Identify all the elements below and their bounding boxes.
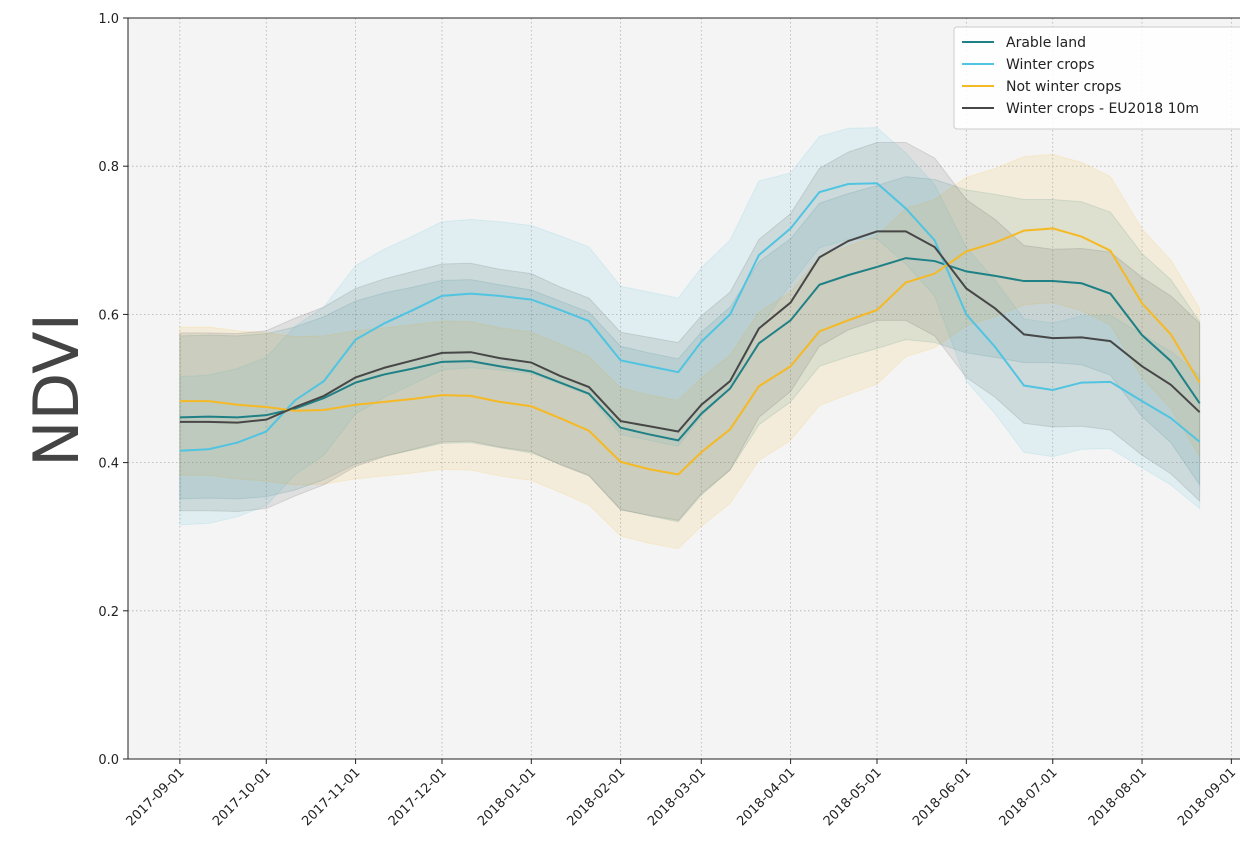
legend-box [953, 26, 1240, 130]
line [179, 182, 1201, 452]
x-tick-label: 2017-12-01 [386, 765, 450, 829]
y-tick-label: 0.0 [98, 753, 119, 768]
y-tick-label: 0.2 [98, 605, 119, 620]
x-tick-label: 2018-02-01 [564, 765, 628, 829]
legend-label: Not winter crops [1006, 79, 1121, 95]
legend-label: Arable land [1006, 35, 1086, 51]
x-tick-label: 2018-09-01 [1175, 765, 1239, 829]
legend: Arable land Winter crops Not winter crops W… [953, 26, 1240, 130]
x-tick-label: 2017-11-01 [299, 765, 363, 829]
band [179, 141, 1201, 521]
x-tick-label: 2018-06-01 [910, 765, 974, 829]
x-tick-label: 2018-07-01 [997, 765, 1061, 829]
line [179, 257, 1201, 442]
x-tick-label: 2017-10-01 [210, 765, 274, 829]
x-tick-label: 2018-08-01 [1086, 765, 1150, 829]
legend-label: Winter crops - EU2018 10m [1006, 101, 1199, 117]
line [179, 227, 1201, 476]
y-tick-label: 0.8 [98, 160, 119, 175]
x-tick-label: 2018-01-01 [475, 765, 539, 829]
y-tick-label: 0.6 [98, 308, 119, 323]
x-tick-label: 2018-03-01 [645, 765, 709, 829]
y-tick-label: 0.4 [98, 457, 119, 472]
x-tick-label: 2018-04-01 [734, 765, 798, 829]
band [179, 127, 1201, 526]
x-tick-label: 2018-05-01 [821, 765, 885, 829]
legend-label: Winter crops [1006, 57, 1095, 73]
line [179, 230, 1201, 433]
band [179, 153, 1201, 550]
x-tick-label: 2017-09-01 [124, 765, 188, 829]
y-axis-label: NDVI [20, 313, 93, 467]
y-tick-label: 1.0 [98, 12, 119, 27]
